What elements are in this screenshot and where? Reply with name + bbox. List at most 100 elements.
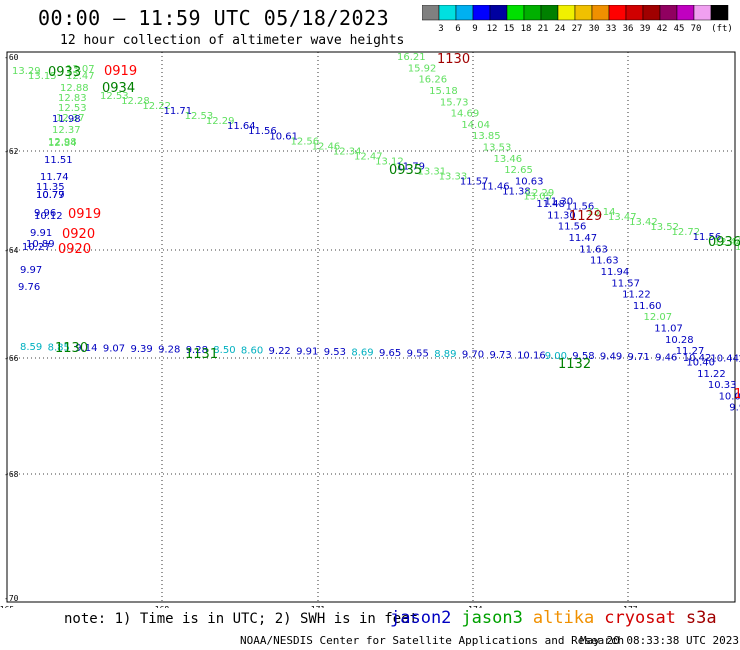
wave-height-label: 14.04 xyxy=(461,120,490,131)
colorbar-tick-label: 15 xyxy=(504,24,515,34)
pass-time-label: 1 xyxy=(734,387,740,402)
lat-lon-grid xyxy=(7,52,735,602)
wave-height-label: 9.53 xyxy=(324,347,346,358)
wave-height-label: 9.49 xyxy=(600,352,622,363)
pass-time-label: 1132 xyxy=(558,357,591,372)
wave-height-label: 10.16 xyxy=(517,350,546,361)
wave-height-label: 16.21 xyxy=(397,52,426,63)
wave-height-label: 10.63 xyxy=(515,176,544,187)
latitude-label: -68 xyxy=(4,470,19,479)
legend-jason3: jason3 xyxy=(461,608,523,628)
wave-height-label: 11.71 xyxy=(164,106,193,117)
wave-height-label: 9.55 xyxy=(407,348,429,359)
pass-time-label: 0934 xyxy=(102,81,135,96)
wave-height-label: 11.47 xyxy=(569,233,598,244)
wave-height-label: 11.98 xyxy=(52,114,81,125)
legend-altika: altika xyxy=(532,608,595,628)
colorbar-tick-label: 36 xyxy=(623,24,634,34)
footer-note: note: 1) Time is in UTC; 2) SWH is in fe… xyxy=(64,611,419,627)
wave-height-label: 11.27 xyxy=(676,346,705,357)
wave-height-label: 9.91 xyxy=(296,347,318,358)
pass-time-label: 0936 xyxy=(708,235,740,250)
wave-height-label: 9.39 xyxy=(130,344,152,355)
wave-height-label: 9.58 xyxy=(572,351,594,362)
wave-height-label: 9.96 xyxy=(34,208,56,219)
wave-height-label: 9.97 xyxy=(20,265,42,276)
colorbar-tick-label: 6 xyxy=(455,24,460,34)
legend-cryosat: cryosat xyxy=(604,608,676,628)
wave-height-label: 12.47 xyxy=(66,71,95,82)
wave-height-label: 11.63 xyxy=(579,244,608,255)
pass-time-label: 0919 xyxy=(104,64,137,79)
wave-height-label: 11.60 xyxy=(633,301,662,312)
colorbar-swatch xyxy=(710,5,729,21)
colorbar-tick-label: 27 xyxy=(572,24,583,34)
wave-height-label: 9.91 xyxy=(30,228,52,239)
wave-height-label: 11.48 xyxy=(536,199,565,210)
wave-height-label: 13.07 xyxy=(66,64,95,75)
wave-height-label: 8.50 xyxy=(213,345,235,356)
wave-height-label: 12.53 xyxy=(58,103,87,114)
colorbar-tick-label: 18 xyxy=(521,24,532,34)
wave-height-label: 9.07 xyxy=(103,343,125,354)
latitude-label: -64 xyxy=(4,246,19,255)
map-subtitle: 12 hour collection of altimeter wave hei… xyxy=(60,33,405,48)
wave-height-label: 12.37 xyxy=(52,125,81,136)
pass-time-label: 1129 xyxy=(569,209,602,224)
axis-labels: -60 -62 -64 -66 -68 -70 165 168 171 -174 -177 xyxy=(0,53,638,608)
wave-height-label: 9.28 xyxy=(158,344,180,355)
wave-height-label: 9.22 xyxy=(269,346,291,357)
wave-height-label: 12.29 xyxy=(206,116,235,127)
wave-height-label: 10.89 xyxy=(26,239,55,250)
wave-height-label: 12.88 xyxy=(60,83,89,94)
wave-height-label: 10.42 xyxy=(683,353,712,364)
wave-height-label: 10.79 xyxy=(36,190,65,201)
map-title: 00:00 – 11:59 UTC 05/18/2023 xyxy=(38,6,390,30)
wave-height-label: 13.46 xyxy=(493,154,522,165)
wave-height-label: 9.90 xyxy=(729,403,740,414)
wave-height-label: 8.85 xyxy=(48,342,70,353)
pass-time-label: 0920 xyxy=(58,242,91,257)
wave-height-label: 11.79 xyxy=(396,161,425,172)
longitude-label: -174 xyxy=(463,605,482,608)
wave-height-label: 12.53 xyxy=(735,242,740,253)
wave-height-label: 10.12 xyxy=(34,211,63,222)
colorbar-tick-label: 39 xyxy=(640,24,651,34)
wave-height-label: 11.74 xyxy=(40,172,69,183)
pass-time-label: 0933 xyxy=(48,65,81,80)
wave-height-label: 9.73 xyxy=(489,350,511,361)
wave-height-label: 12.53 xyxy=(100,91,129,102)
wave-height-map: -60 -62 -64 -66 -68 -70 165 168 171 -174 -177 13.2… xyxy=(0,51,740,608)
wave-height-label: 12.56 xyxy=(291,136,320,147)
wave-height-label: 11.30 xyxy=(547,210,576,221)
wave-height-label: 13.85 xyxy=(472,131,501,142)
wave-height-label: 13.53 xyxy=(483,143,512,154)
wave-height-label: 13.47 xyxy=(608,212,637,223)
wave-height-label: 10.27 xyxy=(22,242,51,253)
longitude-label: 165 xyxy=(0,605,14,608)
wave-height-label: 12.44 xyxy=(714,237,740,248)
wave-height-label: 13.31 xyxy=(418,167,447,178)
wave-height-label: 11.82 xyxy=(738,354,740,365)
wave-height-label: 10.61 xyxy=(269,131,298,142)
wave-height-label: 12.84 xyxy=(48,138,77,149)
wave-height-label: 12.53 xyxy=(185,111,214,122)
wave-height-label: 11.56 xyxy=(693,232,722,243)
wave-height-label: 11.22 xyxy=(622,290,651,301)
colorbar-tick-label: 12 xyxy=(487,24,498,34)
wave-height-label: 12.65 xyxy=(504,165,533,176)
wave-height-label: 11.57 xyxy=(611,278,640,289)
wave-height-label: 9.76 xyxy=(18,282,40,293)
pass-time-label: 1130 xyxy=(437,52,470,67)
wave-height-label: 10.77 xyxy=(36,190,65,201)
wave-height-label: 12.37 xyxy=(56,113,85,124)
wave-height-label: 13.52 xyxy=(650,222,679,233)
wave-height-label: 10.44 xyxy=(710,354,739,365)
wave-height-label: 9.46 xyxy=(655,353,677,364)
credit-line: NOAA/NESDIS Center for Satellite Applica… xyxy=(240,634,625,647)
legend-jason2: jason2 xyxy=(390,608,452,628)
latitude-label: -60 xyxy=(4,53,19,62)
latitude-label: -62 xyxy=(4,147,19,156)
longitude-label: 171 xyxy=(311,605,326,608)
colorbar-tick-label: 3 xyxy=(438,24,443,34)
